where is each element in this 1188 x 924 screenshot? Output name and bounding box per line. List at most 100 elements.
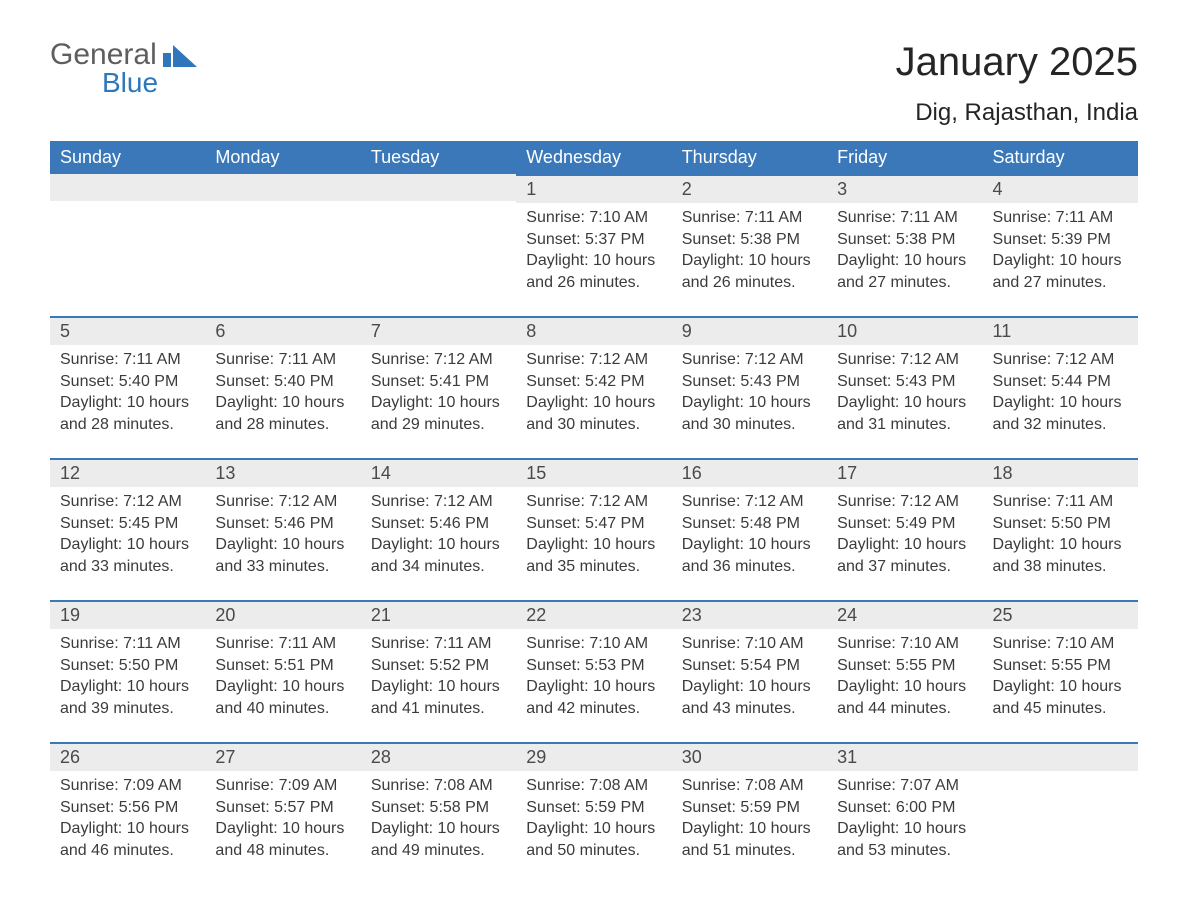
sunset-line: Sunset: 5:46 PM <box>371 513 506 535</box>
sunrise-line: Sunrise: 7:11 AM <box>60 349 195 371</box>
day-details: Sunrise: 7:09 AMSunset: 5:56 PMDaylight:… <box>50 771 205 869</box>
sunset-line: Sunset: 5:56 PM <box>60 797 195 819</box>
sunset-line: Sunset: 5:58 PM <box>371 797 506 819</box>
logo: General Blue <box>50 40 197 97</box>
day-details: Sunrise: 7:12 AMSunset: 5:49 PMDaylight:… <box>827 487 982 585</box>
daylight-line: Daylight: 10 hours and 50 minutes. <box>526 818 661 861</box>
weekday-header: Monday <box>205 141 360 174</box>
sunset-line: Sunset: 5:40 PM <box>215 371 350 393</box>
sunset-line: Sunset: 5:50 PM <box>60 655 195 677</box>
page-title: January 2025 <box>896 40 1138 85</box>
day-details: Sunrise: 7:07 AMSunset: 6:00 PMDaylight:… <box>827 771 982 869</box>
calendar-day-cell: 15Sunrise: 7:12 AMSunset: 5:47 PMDayligh… <box>516 458 671 600</box>
calendar-day-cell: 11Sunrise: 7:12 AMSunset: 5:44 PMDayligh… <box>983 316 1138 458</box>
calendar-empty-cell <box>361 174 516 316</box>
day-details: Sunrise: 7:11 AMSunset: 5:50 PMDaylight:… <box>50 629 205 727</box>
calendar-day-cell: 25Sunrise: 7:10 AMSunset: 5:55 PMDayligh… <box>983 600 1138 742</box>
calendar-day-cell: 22Sunrise: 7:10 AMSunset: 5:53 PMDayligh… <box>516 600 671 742</box>
daylight-line: Daylight: 10 hours and 28 minutes. <box>215 392 350 435</box>
calendar-day-cell: 28Sunrise: 7:08 AMSunset: 5:58 PMDayligh… <box>361 742 516 884</box>
calendar-day-cell: 5Sunrise: 7:11 AMSunset: 5:40 PMDaylight… <box>50 316 205 458</box>
calendar-day-cell: 26Sunrise: 7:09 AMSunset: 5:56 PMDayligh… <box>50 742 205 884</box>
sunset-line: Sunset: 5:59 PM <box>526 797 661 819</box>
daylight-line: Daylight: 10 hours and 36 minutes. <box>682 534 817 577</box>
empty-day-bar <box>983 742 1138 771</box>
daylight-line: Daylight: 10 hours and 26 minutes. <box>526 250 661 293</box>
weekday-header: Thursday <box>672 141 827 174</box>
daylight-line: Daylight: 10 hours and 43 minutes. <box>682 676 817 719</box>
weekday-header: Saturday <box>983 141 1138 174</box>
daylight-line: Daylight: 10 hours and 39 minutes. <box>60 676 195 719</box>
calendar-week-row: 1Sunrise: 7:10 AMSunset: 5:37 PMDaylight… <box>50 174 1138 316</box>
calendar-day-cell: 2Sunrise: 7:11 AMSunset: 5:38 PMDaylight… <box>672 174 827 316</box>
calendar-day-cell: 12Sunrise: 7:12 AMSunset: 5:45 PMDayligh… <box>50 458 205 600</box>
sunset-line: Sunset: 5:50 PM <box>993 513 1128 535</box>
daylight-line: Daylight: 10 hours and 49 minutes. <box>371 818 506 861</box>
day-number: 4 <box>983 174 1138 203</box>
sunset-line: Sunset: 5:54 PM <box>682 655 817 677</box>
sunrise-line: Sunrise: 7:08 AM <box>526 775 661 797</box>
sunrise-line: Sunrise: 7:08 AM <box>682 775 817 797</box>
header: General Blue January 2025 Dig, Rajasthan… <box>50 40 1138 127</box>
sunrise-line: Sunrise: 7:12 AM <box>837 491 972 513</box>
daylight-line: Daylight: 10 hours and 27 minutes. <box>993 250 1128 293</box>
sunrise-line: Sunrise: 7:11 AM <box>837 207 972 229</box>
day-number: 23 <box>672 600 827 629</box>
sunset-line: Sunset: 5:48 PM <box>682 513 817 535</box>
calendar-day-cell: 29Sunrise: 7:08 AMSunset: 5:59 PMDayligh… <box>516 742 671 884</box>
sunrise-line: Sunrise: 7:09 AM <box>60 775 195 797</box>
sunrise-line: Sunrise: 7:12 AM <box>526 349 661 371</box>
calendar-body: 1Sunrise: 7:10 AMSunset: 5:37 PMDaylight… <box>50 174 1138 884</box>
sunset-line: Sunset: 6:00 PM <box>837 797 972 819</box>
day-details: Sunrise: 7:12 AMSunset: 5:43 PMDaylight:… <box>827 345 982 443</box>
daylight-line: Daylight: 10 hours and 34 minutes. <box>371 534 506 577</box>
sunset-line: Sunset: 5:57 PM <box>215 797 350 819</box>
sunrise-line: Sunrise: 7:12 AM <box>371 491 506 513</box>
day-number: 2 <box>672 174 827 203</box>
sunset-line: Sunset: 5:38 PM <box>837 229 972 251</box>
sunset-line: Sunset: 5:39 PM <box>993 229 1128 251</box>
sunset-line: Sunset: 5:44 PM <box>993 371 1128 393</box>
weekday-header: Tuesday <box>361 141 516 174</box>
title-block: January 2025 Dig, Rajasthan, India <box>896 40 1138 127</box>
calendar-day-cell: 9Sunrise: 7:12 AMSunset: 5:43 PMDaylight… <box>672 316 827 458</box>
calendar-empty-cell <box>50 174 205 316</box>
daylight-line: Daylight: 10 hours and 42 minutes. <box>526 676 661 719</box>
day-details: Sunrise: 7:11 AMSunset: 5:38 PMDaylight:… <box>672 203 827 301</box>
sunrise-line: Sunrise: 7:11 AM <box>215 349 350 371</box>
calendar-day-cell: 20Sunrise: 7:11 AMSunset: 5:51 PMDayligh… <box>205 600 360 742</box>
sunset-line: Sunset: 5:41 PM <box>371 371 506 393</box>
daylight-line: Daylight: 10 hours and 51 minutes. <box>682 818 817 861</box>
calendar-day-cell: 24Sunrise: 7:10 AMSunset: 5:55 PMDayligh… <box>827 600 982 742</box>
sunset-line: Sunset: 5:43 PM <box>682 371 817 393</box>
daylight-line: Daylight: 10 hours and 29 minutes. <box>371 392 506 435</box>
sunset-line: Sunset: 5:47 PM <box>526 513 661 535</box>
sunset-line: Sunset: 5:55 PM <box>837 655 972 677</box>
sunrise-line: Sunrise: 7:12 AM <box>60 491 195 513</box>
sunrise-line: Sunrise: 7:12 AM <box>993 349 1128 371</box>
daylight-line: Daylight: 10 hours and 30 minutes. <box>682 392 817 435</box>
daylight-line: Daylight: 10 hours and 37 minutes. <box>837 534 972 577</box>
daylight-line: Daylight: 10 hours and 41 minutes. <box>371 676 506 719</box>
day-details: Sunrise: 7:11 AMSunset: 5:39 PMDaylight:… <box>983 203 1138 301</box>
day-number: 16 <box>672 458 827 487</box>
daylight-line: Daylight: 10 hours and 38 minutes. <box>993 534 1128 577</box>
sunset-line: Sunset: 5:53 PM <box>526 655 661 677</box>
sunset-line: Sunset: 5:43 PM <box>837 371 972 393</box>
sunset-line: Sunset: 5:46 PM <box>215 513 350 535</box>
day-number: 26 <box>50 742 205 771</box>
daylight-line: Daylight: 10 hours and 53 minutes. <box>837 818 972 861</box>
day-details: Sunrise: 7:12 AMSunset: 5:42 PMDaylight:… <box>516 345 671 443</box>
day-number: 25 <box>983 600 1138 629</box>
calendar-day-cell: 18Sunrise: 7:11 AMSunset: 5:50 PMDayligh… <box>983 458 1138 600</box>
sunrise-line: Sunrise: 7:12 AM <box>837 349 972 371</box>
sunrise-line: Sunrise: 7:09 AM <box>215 775 350 797</box>
sunrise-line: Sunrise: 7:11 AM <box>682 207 817 229</box>
day-details: Sunrise: 7:11 AMSunset: 5:52 PMDaylight:… <box>361 629 516 727</box>
calendar-day-cell: 8Sunrise: 7:12 AMSunset: 5:42 PMDaylight… <box>516 316 671 458</box>
logo-flag-icon <box>163 45 197 71</box>
daylight-line: Daylight: 10 hours and 27 minutes. <box>837 250 972 293</box>
sunset-line: Sunset: 5:51 PM <box>215 655 350 677</box>
day-number: 28 <box>361 742 516 771</box>
day-number: 20 <box>205 600 360 629</box>
